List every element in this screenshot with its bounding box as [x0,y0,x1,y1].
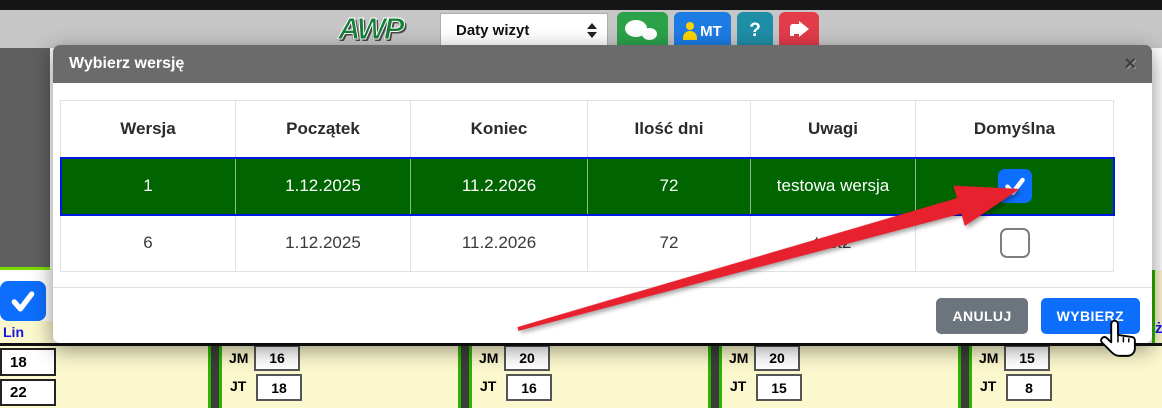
background-yellow-right [1152,270,1162,343]
cell-wersja: 6 [60,214,236,272]
choose-version-modal: Wybierz wersję × Wersja Początek Koniec … [53,45,1152,343]
table-row[interactable]: 6 1.12.2025 11.2.2026 72 test2 [60,214,1114,272]
left-panel-green-edge [0,267,50,270]
help-button[interactable]: ? [737,12,773,50]
table-row-selected[interactable]: 1 1.12.2025 11.2.2026 72 testowa wersja [59,156,1115,216]
column-divider-bar [458,346,472,408]
left-input-1[interactable]: 18 [0,348,56,376]
jm-label: JM [729,350,749,366]
jm-input[interactable]: 20 [754,345,800,371]
modal-footer: ANULUJ WYBIERZ [53,287,1152,343]
cell-domyslna [915,157,1114,215]
cell-koniec: 11.2.2026 [410,157,588,215]
modal-title: Wybierz wersję [69,55,185,72]
user-icon [683,22,698,40]
awp-logo: AWP [338,11,406,47]
visit-date-select[interactable]: Daty wizyt [440,13,608,48]
jt-label: JT [980,378,997,394]
jm-input[interactable]: 20 [504,345,550,371]
jt-input[interactable]: 16 [506,374,552,401]
background-checked-checkbox[interactable] [0,281,46,321]
column-divider-bar [208,346,222,408]
left-dark-panel [0,48,50,267]
jm-input[interactable]: 15 [1004,345,1050,371]
close-icon[interactable]: × [1124,53,1136,75]
jt-input[interactable]: 18 [256,374,302,401]
jt-label: JT [480,378,497,394]
cell-poczatek: 1.12.2025 [235,214,411,272]
col-header-uwagi: Uwagi [750,100,916,158]
background-right-label: ż [1155,320,1162,337]
cancel-button[interactable]: ANULUJ [936,297,1028,334]
col-header-ilosc: Ilość dni [587,100,751,158]
jm-label: JM [229,350,249,366]
col-header-domyslna: Domyślna [915,100,1114,158]
jt-label: JT [730,378,747,394]
jm-label: JM [479,350,499,366]
version-table: Wersja Początek Koniec Ilość dni Uwagi D… [59,100,1115,272]
check-icon [1004,177,1025,195]
select-updown-icon [587,23,597,38]
logout-icon [790,21,809,37]
cell-domyslna [915,214,1114,272]
table-header-row: Wersja Początek Koniec Ilość dni Uwagi D… [60,100,1114,158]
chat-button[interactable] [617,12,668,50]
left-input-2[interactable]: 22 [0,379,56,406]
column-divider-bar [708,346,722,408]
column-divider-bar [958,346,972,408]
cell-uwagi: testowa wersja [750,157,916,215]
select-button[interactable]: WYBIERZ [1040,297,1140,334]
check-icon [11,291,35,312]
jm-label: JM [979,350,999,366]
section-divider-line [0,343,1162,346]
col-header-koniec: Koniec [410,100,588,158]
top-black-bar [0,0,1162,10]
jt-input[interactable]: 8 [1006,374,1052,401]
cell-wersja: 1 [60,157,236,215]
user-badge: MT [700,22,722,40]
jt-label: JT [230,378,247,394]
cell-ilosc: 72 [587,157,751,215]
modal-header: Wybierz wersję × [53,45,1152,83]
jm-input[interactable]: 16 [254,345,300,371]
logout-button[interactable] [779,12,819,50]
cell-ilosc: 72 [587,214,751,272]
cell-uwagi: test2 [750,214,916,272]
jt-input[interactable]: 15 [756,374,802,401]
visit-date-select-value: Daty wizyt [456,22,530,39]
background-left-label: Lin [3,324,24,340]
background-yellow-left [0,321,53,343]
col-header-wersja: Wersja [60,100,236,158]
col-header-poczatek: Początek [235,100,411,158]
cell-koniec: 11.2.2026 [410,214,588,272]
user-button[interactable]: MT [674,12,731,50]
cell-poczatek: 1.12.2025 [235,157,411,215]
default-checkbox-unchecked[interactable] [999,228,1030,258]
help-icon: ? [749,20,761,41]
default-checkbox-checked[interactable] [997,169,1032,203]
